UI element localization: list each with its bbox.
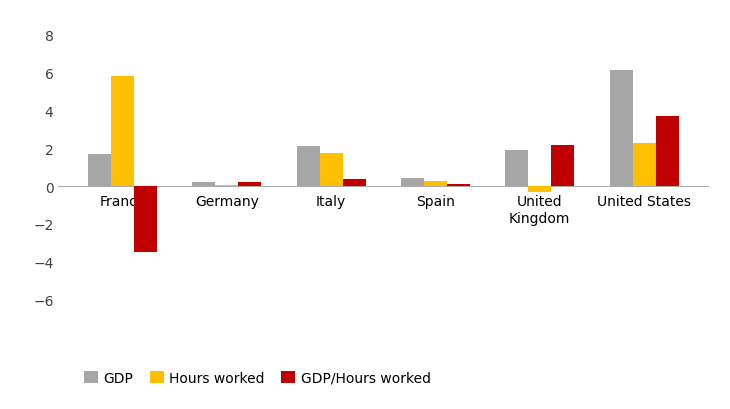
Bar <box>447 185 470 187</box>
Bar <box>342 180 366 187</box>
Bar <box>656 117 679 187</box>
Bar <box>424 182 447 187</box>
Bar <box>88 155 111 187</box>
Legend: GDP, Hours worked, GDP/Hours worked: GDP, Hours worked, GDP/Hours worked <box>78 365 437 390</box>
Bar <box>215 186 238 187</box>
Bar <box>111 77 134 187</box>
Bar <box>633 144 656 187</box>
Bar <box>610 71 633 187</box>
Bar <box>551 146 575 187</box>
Bar <box>134 187 157 253</box>
Bar <box>238 183 261 187</box>
Bar <box>505 151 529 187</box>
Bar <box>296 147 320 187</box>
Bar <box>401 179 424 187</box>
Bar <box>529 187 551 192</box>
Bar <box>192 183 215 187</box>
Bar <box>320 153 342 187</box>
